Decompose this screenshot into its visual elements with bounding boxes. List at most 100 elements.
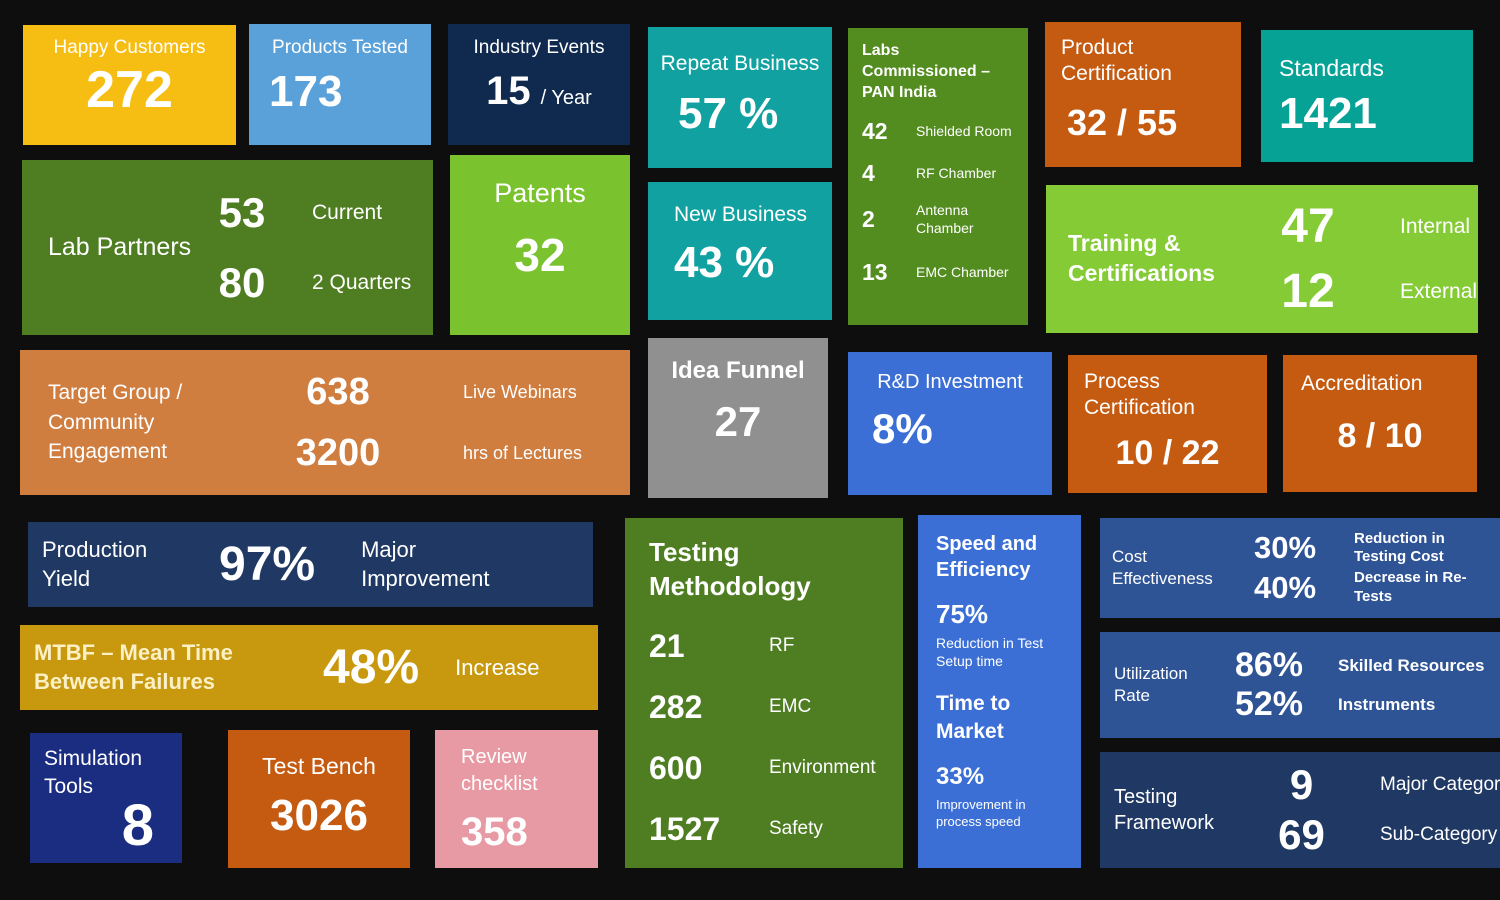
skilled-resources-value: 86%: [1234, 646, 1304, 684]
metric-row: 3200 hrs of Lectures: [273, 432, 582, 475]
test-bench-title: Test Bench: [262, 753, 376, 779]
test-bench-tile: Test Bench 3026: [228, 730, 410, 868]
repeat-business-title: Repeat Business: [660, 52, 820, 75]
target-group-tile: Target Group / Community Engagement 638 …: [20, 350, 630, 495]
emc-chamber-count: 13: [862, 259, 888, 286]
metric-row: 21 RF: [649, 628, 879, 665]
simulation-tools-title: Simulation Tools: [44, 747, 143, 799]
process-certification-tile: Process Certification 10 / 22: [1068, 355, 1267, 493]
mtbf-value: 48%: [323, 641, 420, 694]
utilization-rate-title: Utilization Rate: [1114, 663, 1188, 705]
metric-row: 52% Instruments: [1214, 685, 1484, 724]
major-category-value: 9: [1289, 761, 1314, 808]
review-checklist-title: Review checklist: [461, 746, 538, 795]
metric-row: 1527 Safety: [649, 811, 879, 848]
products-tested-value: 173: [269, 67, 343, 116]
safety-tests-value: 1527: [649, 810, 721, 847]
testing-cost-reduction-value: 30%: [1253, 530, 1317, 566]
metric-row: 638 Live Webinars: [273, 371, 582, 414]
skilled-resources-label: Skilled Resources: [1338, 655, 1485, 675]
rf-tests-value: 21: [649, 627, 685, 664]
emc-tests-value: 282: [649, 688, 703, 725]
products-tested-tile: Products Tested 173: [249, 24, 431, 145]
speed-efficiency-tile: Speed and Efficiency 75% Reduction in Te…: [918, 515, 1081, 868]
lab-partners-title: Lab Partners: [48, 233, 192, 262]
retest-decrease-value: 40%: [1253, 569, 1317, 605]
repeat-business-value: 57 %: [678, 89, 779, 139]
test-setup-reduction-label: Reduction in Test Setup time: [936, 635, 1044, 670]
lab-partners-current-label: Current: [312, 200, 383, 224]
product-certification-title: Product Certification: [1061, 36, 1172, 86]
process-certification-title: Process Certification: [1084, 370, 1195, 420]
process-certification-value: 10 / 22: [1115, 433, 1220, 472]
training-certifications-title: Training & Certifications: [1068, 230, 1215, 286]
training-external-value: 12: [1281, 265, 1335, 318]
test-setup-reduction-value: 75%: [936, 599, 989, 629]
production-yield-value: 97%: [219, 538, 316, 591]
testing-framework-tile: Testing Framework 9 Major Category 69 Su…: [1100, 752, 1500, 868]
mtbf-title: MTBF – Mean Time Between Failures: [34, 639, 233, 694]
retest-decrease-label: Decrease in Re-Tests: [1354, 569, 1467, 605]
standards-tile: Standards 1421: [1261, 30, 1473, 162]
emc-chamber-label: EMC Chamber: [916, 264, 1009, 281]
instruments-value: 52%: [1234, 685, 1304, 723]
rd-investment-value: 8%: [872, 405, 933, 452]
training-certifications-tile: Training & Certifications 47 Internal 12…: [1046, 185, 1478, 333]
labs-commissioned-title: Labs Commissioned – PAN India: [862, 42, 991, 101]
lab-partners-tile: Lab Partners 53 Current 80 2 Quarters: [22, 160, 433, 335]
testing-methodology-tile: Testing Methodology 21 RF 282 EMC 600 En…: [625, 518, 903, 868]
speed-efficiency-title: Speed and Efficiency: [936, 533, 1038, 581]
happy-customers-title: Happy Customers: [53, 37, 206, 58]
simulation-tools-value: 8: [121, 793, 154, 858]
metric-row: 30% Reduction in Testing Cost: [1230, 530, 1484, 568]
environment-tests-label: Environment: [769, 757, 876, 779]
metric-row: 47 Internal: [1258, 199, 1477, 254]
standards-value: 1421: [1279, 88, 1377, 138]
patents-title: Patents: [494, 178, 586, 208]
webinars-value: 638: [306, 370, 370, 413]
training-internal-value: 47: [1281, 200, 1335, 253]
industry-events-unit: / Year: [540, 87, 592, 109]
webinars-label: Live Webinars: [463, 381, 577, 402]
antenna-chamber-count: 2: [862, 206, 875, 233]
training-internal-label: Internal: [1400, 214, 1471, 238]
idea-funnel-title: Idea Funnel: [671, 357, 805, 384]
labs-commissioned-tile: Labs Commissioned – PAN India 42 Shielde…: [848, 28, 1028, 325]
sub-category-value: 69: [1278, 811, 1325, 858]
cost-effectiveness-tile: Cost Effectiveness 30% Reduction in Test…: [1100, 518, 1500, 618]
utilization-rate-tile: Utilization Rate 86% Skilled Resources 5…: [1100, 632, 1500, 738]
patents-tile: Patents 32: [450, 155, 630, 335]
production-yield-tile: Production Yield 97% Major Improvement: [28, 522, 593, 607]
happy-customers-tile: Happy Customers 272: [23, 25, 236, 145]
production-yield-note: Major Improvement: [361, 536, 490, 591]
product-certification-value: 32 / 55: [1067, 101, 1178, 143]
rf-chamber-label: RF Chamber: [916, 165, 997, 182]
rd-investment-title: R&D Investment: [877, 371, 1023, 393]
industry-events-title: Industry Events: [473, 37, 605, 58]
metric-row: 282 EMC: [649, 689, 879, 726]
safety-tests-label: Safety: [769, 818, 823, 840]
metric-row: 9 Major Category: [1249, 761, 1500, 809]
emc-tests-label: EMC: [769, 696, 812, 718]
shielded-room-count: 42: [862, 118, 888, 145]
major-category-label: Major Category: [1380, 774, 1500, 795]
lab-partners-current-value: 53: [218, 188, 266, 236]
testing-framework-title: Testing Framework: [1114, 786, 1215, 834]
accreditation-value: 8 / 10: [1337, 417, 1423, 456]
cost-effectiveness-title: Cost Effectiveness: [1112, 546, 1213, 588]
mtbf-note: Increase: [455, 654, 540, 680]
production-yield-title: Production Yield: [42, 536, 148, 591]
products-tested-title: Products Tested: [272, 37, 408, 58]
product-certification-tile: Product Certification 32 / 55: [1045, 22, 1241, 167]
accreditation-tile: Accreditation 8 / 10: [1283, 355, 1477, 492]
training-external-label: External: [1400, 279, 1478, 303]
instruments-label: Instruments: [1338, 694, 1436, 714]
review-checklist-value: 358: [461, 810, 528, 854]
metric-row: 53 Current: [198, 189, 411, 237]
accreditation-title: Accreditation: [1301, 372, 1423, 395]
idea-funnel-value: 27: [714, 398, 762, 445]
metric-row: 4 RF Chamber: [862, 160, 1014, 187]
lecture-hours-value: 3200: [295, 431, 381, 474]
process-speed-value: 33%: [936, 762, 985, 790]
metric-row: 69 Sub-Category: [1249, 811, 1500, 859]
